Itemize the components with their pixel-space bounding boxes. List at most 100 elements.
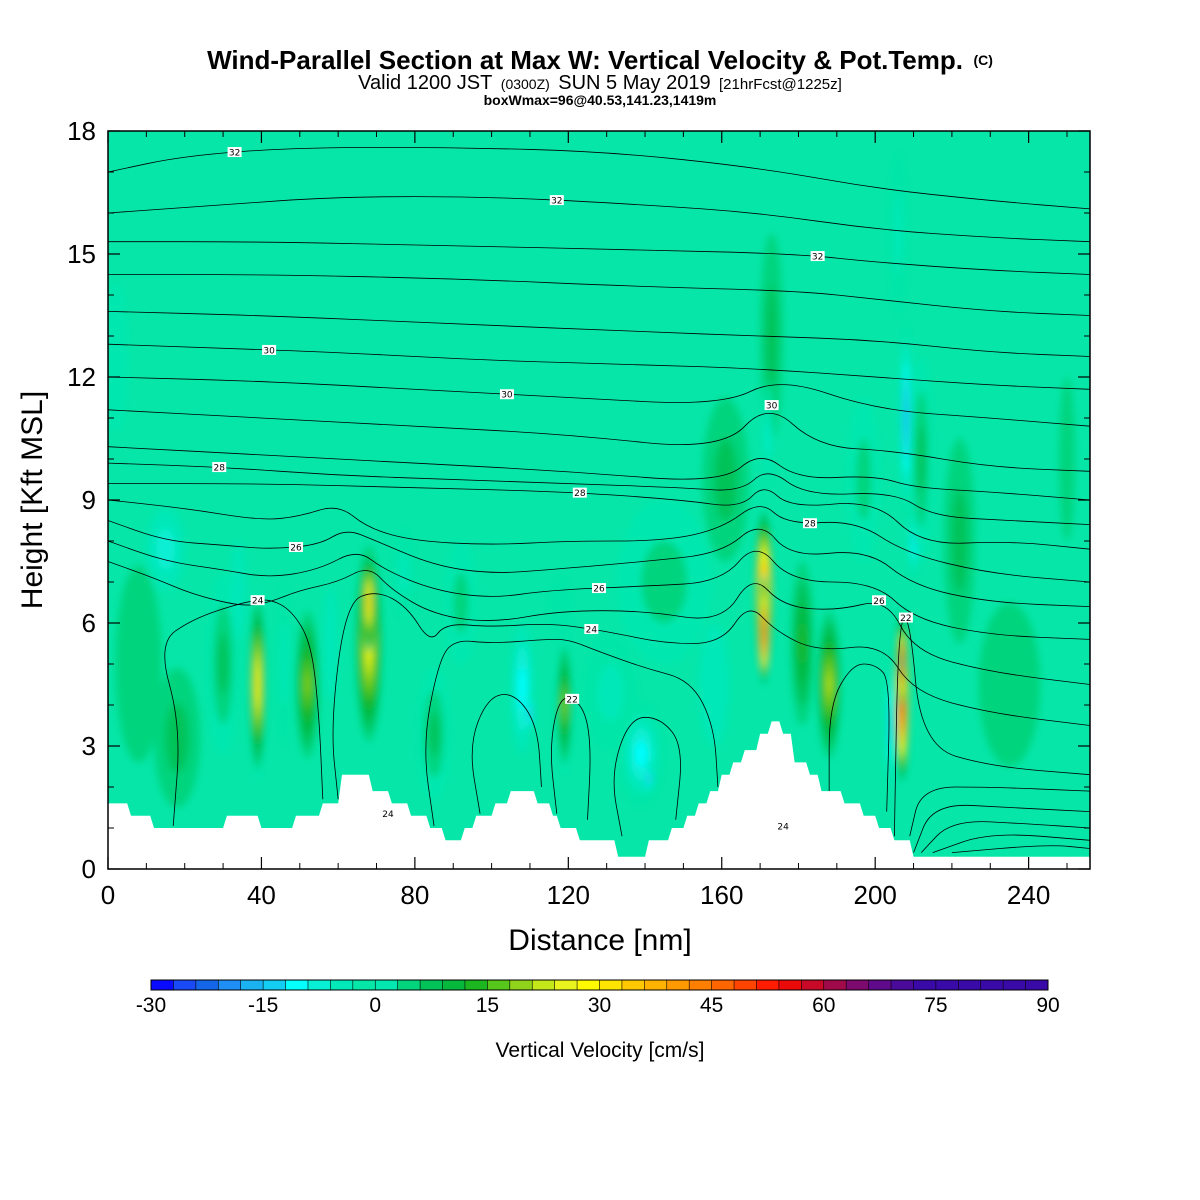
colorbar-swatch [868,980,892,990]
theta-contour-label: 22 [898,612,913,624]
vertical-velocity-field [108,151,1075,808]
w-cell [817,610,841,759]
theta-contour-label: 24 [250,595,265,607]
w-cell-band [280,623,289,705]
w-cell [207,573,239,755]
w-cell-band [230,541,247,640]
y-tick-label: 15 [67,239,96,269]
contour-label-text: 30 [766,402,778,412]
w-cell [900,319,912,517]
theta-contours [108,146,1090,853]
w-cell-band [765,284,778,388]
colorbar-swatch [352,980,376,990]
colorbar-swatch [263,980,287,990]
theta-contour-label: 28 [802,518,817,530]
colorbar-tick-label: 30 [588,994,611,1017]
colorbar [150,979,1049,991]
colorbar-tick-label: 75 [924,994,947,1017]
theta-contour [108,462,1090,525]
w-cell [978,602,1041,767]
colorbar-swatch [778,980,802,990]
terrain-mask [108,721,1090,869]
theta-contour [108,196,1090,243]
w-cell-band [453,571,469,634]
w-cell [944,438,975,644]
theta-contour [613,716,681,837]
w-cell [909,356,933,562]
w-cell-band [856,438,872,521]
colorbar-swatch [958,980,982,990]
w-cell [154,668,201,808]
contour-label-text: 32 [229,149,240,159]
y-axis-label: Height [Kft MSL] [16,391,49,609]
w-cell-band [397,551,410,597]
w-cell [645,762,653,796]
w-cell [230,541,247,640]
colorbar-swatch [151,980,174,990]
w-cell-band [641,541,688,623]
w-cell-band [217,633,229,695]
colorbar-swatch [240,980,264,990]
contour-label-text: 22 [566,695,577,705]
w-cell [763,385,773,492]
colorbar-swatch [1025,980,1049,990]
colorbar-swatch [218,980,242,990]
colorbar-swatch [846,980,870,990]
colorbar-swatch [420,980,444,990]
theta-contour-label: 24 [776,820,791,832]
colorbar-swatch [756,980,780,990]
w-cell-band [115,565,162,763]
theta-contour-label: 30 [764,400,779,412]
contour-label-text: 30 [501,391,513,401]
colorbar-swatch [442,980,466,990]
w-cell [146,508,185,591]
colorbar-swatch [666,980,690,990]
theta-contour [828,663,890,812]
w-cell-band [549,577,573,644]
w-cell-band [1059,377,1075,541]
contour-label-bg [250,595,265,606]
theta-contour [108,540,1090,640]
valid-time-jst: Valid 1200 JST [358,72,492,94]
x-tick-label: 80 [400,880,429,910]
colorbar-swatch [375,980,399,990]
theta-contour [108,274,1090,316]
colorbar-swatch [621,980,645,990]
w-cell [295,610,319,759]
contour-label-text: 24 [586,626,598,636]
contour-label-bg [776,820,791,831]
plot-area: 32 32 32 30 30 30 28 28 28 26 26 26 24 24 24 24 22 22 [108,131,1090,869]
contour-label-bg [872,595,887,606]
w-cell [759,573,769,689]
theta-contour [425,638,719,827]
theta-contour [108,499,1090,583]
contour-label-bg [898,612,913,623]
colorbar-tick-label: 0 [369,994,381,1017]
colorbar-swatch [734,980,757,990]
x-tick-label: 240 [1007,880,1050,910]
box-wmax-info: boxWmax=96@40.53,141.23,1419m [484,92,717,108]
colorbar-tick-label: 90 [1036,994,1059,1017]
colorbar-swatch [891,980,914,990]
w-cell [760,233,784,439]
w-cell [898,623,906,705]
theta-contour-label: 26 [592,583,606,595]
w-cell [249,590,267,779]
theta-contour-label: 32 [549,195,564,207]
theta-contour [108,146,1090,210]
contour-label-bg [381,808,396,819]
contour-label-text: 26 [290,543,302,553]
y-tick-label: 18 [67,116,96,146]
theta-contour [108,343,1090,390]
contour-label-text: 28 [574,489,586,499]
colorbar-swatch [935,980,959,990]
x-tick-label: 160 [700,880,743,910]
contour-label-text: 32 [812,253,823,263]
colorbar-swatch [599,980,623,990]
theta-contour-label: 30 [262,344,277,356]
contour-label-bg [549,195,564,206]
colorbar-swatch [577,980,600,990]
forecast-info: [21hrFcst@1225z] [719,76,842,93]
w-cell-band [108,282,128,431]
copyright-mark: (C) [973,52,992,68]
